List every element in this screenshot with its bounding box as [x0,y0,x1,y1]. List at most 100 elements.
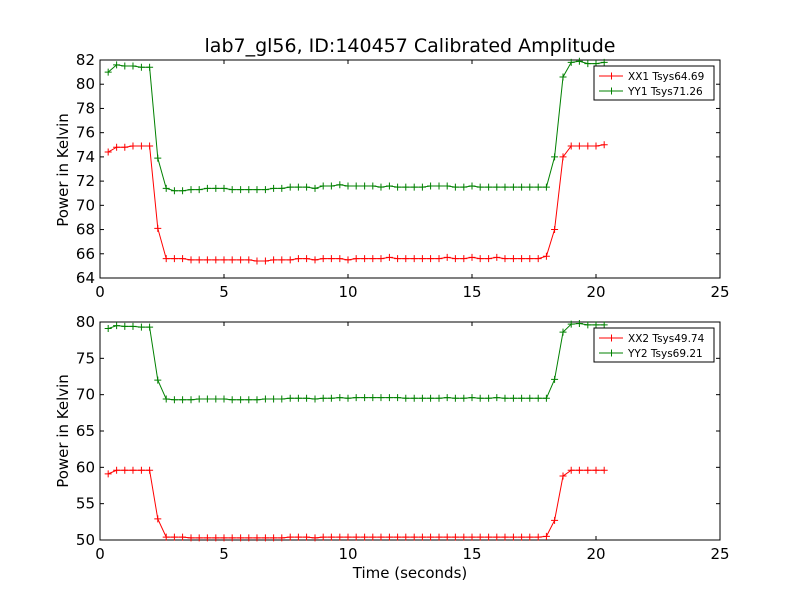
top-series-1-point [443,182,451,190]
top-series-0-point [179,255,187,263]
top-series-0-point [592,142,600,150]
bottom-series-0-point [501,533,509,541]
top-ytick-label: 74 [76,148,95,166]
bottom-series-0-point [187,534,195,542]
top-series-1-point [352,182,360,190]
bottom-series-1-point [237,396,245,404]
top-series-0-point [228,256,236,264]
bottom-series-1-point [575,319,583,327]
top-series-0-point [187,256,195,264]
top-series-0-point [237,256,245,264]
bottom-series-0-point [286,533,294,541]
top-series-1-point [228,186,236,194]
top-subplot: Power in Kelvin 0 5 10 15 20 25 64 66 68 70 72 74 76… [54,51,730,301]
top-series-0-point [361,255,369,263]
bottom-series-0-point [179,533,187,541]
top-ytick-label: 64 [76,269,95,287]
top-series-1-point [476,183,484,191]
top-series-1-point [451,183,459,191]
bottom-xtick-label: 5 [219,545,229,563]
top-series-1-point [121,62,129,70]
top-series-0-point [278,256,286,264]
top-ytick-label: 70 [76,196,95,214]
bottom-series-0-point [600,466,608,474]
bottom-series-1-point [278,395,286,403]
top-series-0-point [460,255,468,263]
bottom-series-1-point [377,394,385,402]
top-series-1-point [237,186,245,194]
bottom-series-0-point [509,533,517,541]
bottom-series-0-point [154,515,162,523]
bottom-ytick-label: 55 [76,495,95,513]
bottom-series-1-point [203,395,211,403]
bottom-series-0-point [162,533,170,541]
bottom-series-0-point [584,466,592,474]
bottom-series-1-point [600,321,608,329]
figure-title: lab7_gl56, ID:140457 Calibrated Amplitud… [205,35,616,57]
top-series-1-point [195,186,203,194]
bottom-series-1-point [187,396,195,404]
bottom-series-0-point [592,466,600,474]
bottom-legend-box [593,327,715,363]
bottom-series-0-point [435,533,443,541]
bottom-xtick-label: 20 [586,545,605,563]
bottom-series-0-point [534,533,542,541]
top-series-1-point [146,63,154,71]
bottom-series-1-point [294,394,302,402]
bottom-series-1-point [493,394,501,402]
bottom-series-1-point [518,394,526,402]
top-ytick-label: 82 [76,51,95,69]
bottom-series-1-point [485,394,493,402]
top-series-1-point [427,182,435,190]
top-series-1-point [435,182,443,190]
top-legend-marker-0 [608,72,615,80]
bottom-series-1-point [336,394,344,402]
top-series-1-point [385,182,393,190]
top-xtick-label: 20 [586,283,605,301]
top-series-0-point [542,252,550,260]
top-series-1-point [600,58,608,66]
bottom-series-1-point [245,396,253,404]
bottom-series-1-point [303,394,311,402]
bottom-series-0-point [294,533,302,541]
bottom-series-0-point [261,534,269,542]
bottom-series-1-point [344,394,352,402]
top-series-1-point [575,57,583,65]
bottom-series-1-point [460,394,468,402]
top-xtick-label: 0 [95,283,105,301]
bottom-series-1-point [567,320,575,328]
bottom-series-line-1 [108,322,605,401]
bottom-series-0-point [542,532,550,540]
bottom-series-1-point [129,322,137,330]
top-series-0-point [294,255,302,263]
bottom-series-0-point [460,533,468,541]
top-series-0-point [402,255,410,263]
bottom-series-0-point [518,533,526,541]
top-legend: XX1 Tsys64.69 YY1 Tsys71.26 [593,65,715,101]
bottom-series-0-point [418,533,426,541]
top-series-0-point [261,257,269,265]
top-series-1-point [369,182,377,190]
top-series-0-point [559,153,567,161]
bottom-series-line-0 [107,469,605,539]
top-series-0-point [575,142,583,150]
bottom-series-1-point [501,394,509,402]
bottom-series-1-point [369,394,377,402]
bottom-series-0-point [319,533,327,541]
top-series-0-point [567,142,575,150]
bottom-series-1-point [584,321,592,329]
bottom-series-1-point [551,375,559,383]
bottom-series-1-point [509,394,517,402]
bottom-series-0-point [526,533,534,541]
top-series-0-point [526,255,534,263]
top-series-0-point [303,255,311,263]
bottom-series-1-point [104,325,112,333]
top-ytick-label: 66 [76,245,95,263]
top-series-1-point [518,183,526,191]
bottom-series-0-point [559,472,567,480]
bottom-xtick-label: 25 [710,545,729,563]
top-series-0-point [146,142,154,150]
bottom-series-0-point [237,534,245,542]
top-series-1-point [327,182,335,190]
top-series-1-point [377,183,385,191]
